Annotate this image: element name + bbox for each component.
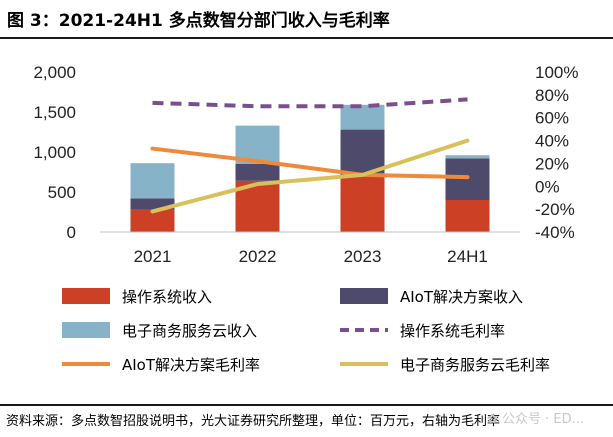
source-note: 资料来源：多点数智招股说明书，光大证券研究所整理，单位：百万元，右轴为毛利率 (6, 414, 501, 429)
legend-label: AIoT解决方案毛利率 (122, 356, 260, 374)
bar-aiot-3 (445, 158, 490, 200)
aiot-margin-line (150, 146, 470, 180)
left-axis-tick-label: 0 (67, 223, 76, 242)
chart-title: 图 3：2021-24H1 多点数智分部门收入与毛利率 (7, 11, 390, 31)
legend-swatch (62, 322, 110, 338)
right-axis-tick-label: 0% (535, 177, 560, 196)
bar-ecom-2 (340, 104, 385, 130)
watermark: ✿ 公众号 · ED... (487, 412, 585, 427)
source-rule (0, 404, 613, 406)
left-axis-tick-label: 1,000 (33, 143, 76, 162)
right-axis-tick-label: 20% (535, 154, 569, 173)
x-axis-tick-label: 2021 (134, 247, 172, 266)
legend-label: 电子商务服务云毛利率 (400, 356, 550, 374)
bar-ecom-0 (130, 163, 175, 199)
right-axis-tick-label: 40% (535, 132, 569, 151)
legend-swatch (62, 288, 110, 304)
legend-label: 操作系统毛利率 (400, 322, 505, 340)
x-axis-tick-label: 24H1 (447, 247, 488, 266)
title-rule (0, 37, 613, 39)
right-axis-tick-label: -20% (535, 200, 575, 219)
right-axis-tick-label: 100% (535, 63, 578, 82)
legend-label: AIoT解决方案收入 (400, 288, 523, 306)
left-axis-tick-label: 2,000 (33, 63, 76, 82)
left-axis-tick-label: 1,500 (33, 103, 76, 122)
x-axis-tick-label: 2022 (239, 247, 277, 266)
legend-label: 电子商务服务云收入 (122, 322, 257, 340)
os-margin-line (152, 97, 468, 109)
x-axis-tick-label: 2023 (344, 247, 382, 266)
bar-os-3 (445, 200, 490, 232)
bar-ecom-3 (445, 155, 490, 159)
ecom-margin-line (150, 138, 470, 214)
legend-swatch (340, 288, 388, 304)
bar-aiot-1 (235, 164, 280, 181)
right-axis-tick-label: 60% (535, 109, 569, 128)
chart-canvas: 0 500 1,000 1,500 2,000 -40% -20% 0% 20% 40% 60% 80… (33, 63, 578, 374)
right-axis-tick-label: 80% (535, 86, 569, 105)
bar-os-2 (340, 176, 385, 232)
bar-aiot-0 (130, 198, 175, 210)
right-axis-tick-label: -40% (535, 223, 575, 242)
legend-label: 操作系统收入 (122, 288, 212, 306)
left-axis-tick-label: 500 (48, 183, 76, 202)
bar-os-0 (130, 209, 175, 232)
